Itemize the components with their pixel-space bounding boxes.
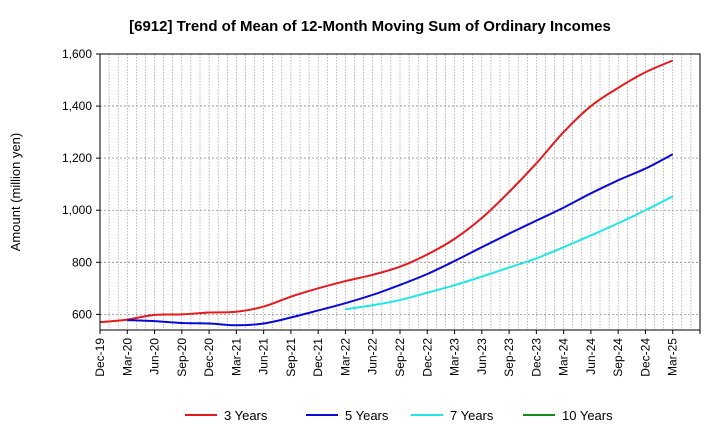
series-line-3-years: [99, 59, 674, 324]
x-tick-label: Sep-23: [502, 338, 516, 377]
legend-label-10-years: 10 Years: [562, 408, 613, 423]
y-tick-label: 600: [72, 307, 92, 321]
x-tick-label: Mar-23: [448, 338, 462, 376]
grid: [100, 54, 700, 330]
x-tick-label: Sep-24: [611, 338, 625, 377]
y-tick-label: 1,000: [62, 203, 92, 217]
series-lines: [99, 59, 674, 327]
x-tick-label: Mar-21: [229, 338, 243, 376]
x-tick-label: Mar-20: [120, 338, 134, 376]
x-tick-label: Mar-22: [338, 338, 352, 376]
legend-label-3-years: 3 Years: [224, 408, 268, 423]
y-tick-label: 1,200: [62, 151, 92, 165]
x-tick-label: Jun-22: [366, 338, 380, 375]
x-tick-label: Jun-23: [475, 338, 489, 375]
y-ticks: 600 800 1,000 1,200 1,400 1,600: [62, 47, 100, 321]
x-tick-label: Mar-24: [557, 338, 571, 376]
x-tick-label: Dec-21: [311, 338, 325, 377]
y-axis-label: Amount (million yen): [8, 133, 23, 252]
x-tick-label: Dec-19: [93, 338, 107, 377]
x-tick-label: Dec-24: [638, 338, 652, 377]
legend-label-7-years: 7 Years: [450, 408, 494, 423]
chart-title: [6912] Trend of Mean of 12-Month Moving …: [129, 18, 611, 35]
x-tick-label: Jun-24: [584, 338, 598, 375]
x-tick-label: Jun-21: [257, 338, 271, 375]
legend: 3 Years 5 Years 7 Years 10 Years: [185, 408, 613, 423]
y-tick-label: 1,400: [62, 99, 92, 113]
legend-label-5-years: 5 Years: [345, 408, 389, 423]
series-line-5-years: [127, 153, 674, 327]
x-tick-label: Dec-23: [529, 338, 543, 377]
x-tick-label: Dec-20: [202, 338, 216, 377]
x-tick-label: Mar-25: [666, 338, 680, 376]
series-line-7-years: [345, 195, 674, 311]
y-tick-label: 1,600: [62, 47, 92, 61]
x-ticks: Dec-19 Mar-20 Jun-20 Sep-20 Dec-20 Mar-21 Jun-…: [93, 330, 701, 377]
x-tick-label: Sep-22: [393, 338, 407, 377]
x-tick-label: Sep-21: [284, 338, 298, 377]
x-tick-label: Sep-20: [175, 338, 189, 377]
x-tick-label: Dec-22: [420, 338, 434, 377]
y-tick-label: 800: [72, 255, 92, 269]
x-tick-label: Jun-20: [148, 338, 162, 375]
